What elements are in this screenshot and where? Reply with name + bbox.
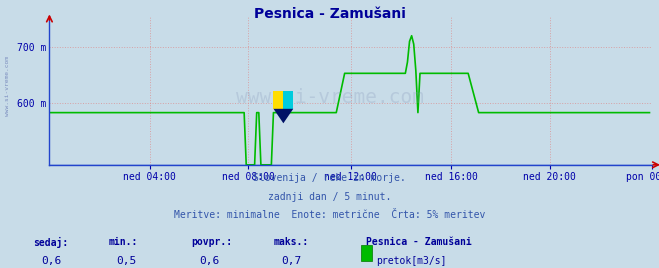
Text: www.si-vreme.com: www.si-vreme.com <box>235 88 424 107</box>
Text: maks.:: maks.: <box>273 237 308 247</box>
Text: 0,6: 0,6 <box>41 256 61 266</box>
Text: zadnji dan / 5 minut.: zadnji dan / 5 minut. <box>268 192 391 202</box>
Text: povpr.:: povpr.: <box>191 237 232 247</box>
Text: Meritve: minimalne  Enote: metrične  Črta: 5% meritev: Meritve: minimalne Enote: metrične Črta:… <box>174 210 485 220</box>
Text: 0,7: 0,7 <box>281 256 302 266</box>
Text: www.si-vreme.com: www.si-vreme.com <box>5 56 11 116</box>
Text: pretok[m3/s]: pretok[m3/s] <box>376 256 446 266</box>
Text: 0,5: 0,5 <box>117 256 137 266</box>
Text: Pesnica - Zamušani: Pesnica - Zamušani <box>254 7 405 21</box>
Text: Pesnica - Zamušani: Pesnica - Zamušani <box>366 237 471 247</box>
Text: Slovenija / reke in morje.: Slovenija / reke in morje. <box>253 173 406 183</box>
Text: sedaj:: sedaj: <box>33 237 68 248</box>
Text: min.:: min.: <box>109 237 138 247</box>
Text: 0,6: 0,6 <box>199 256 219 266</box>
